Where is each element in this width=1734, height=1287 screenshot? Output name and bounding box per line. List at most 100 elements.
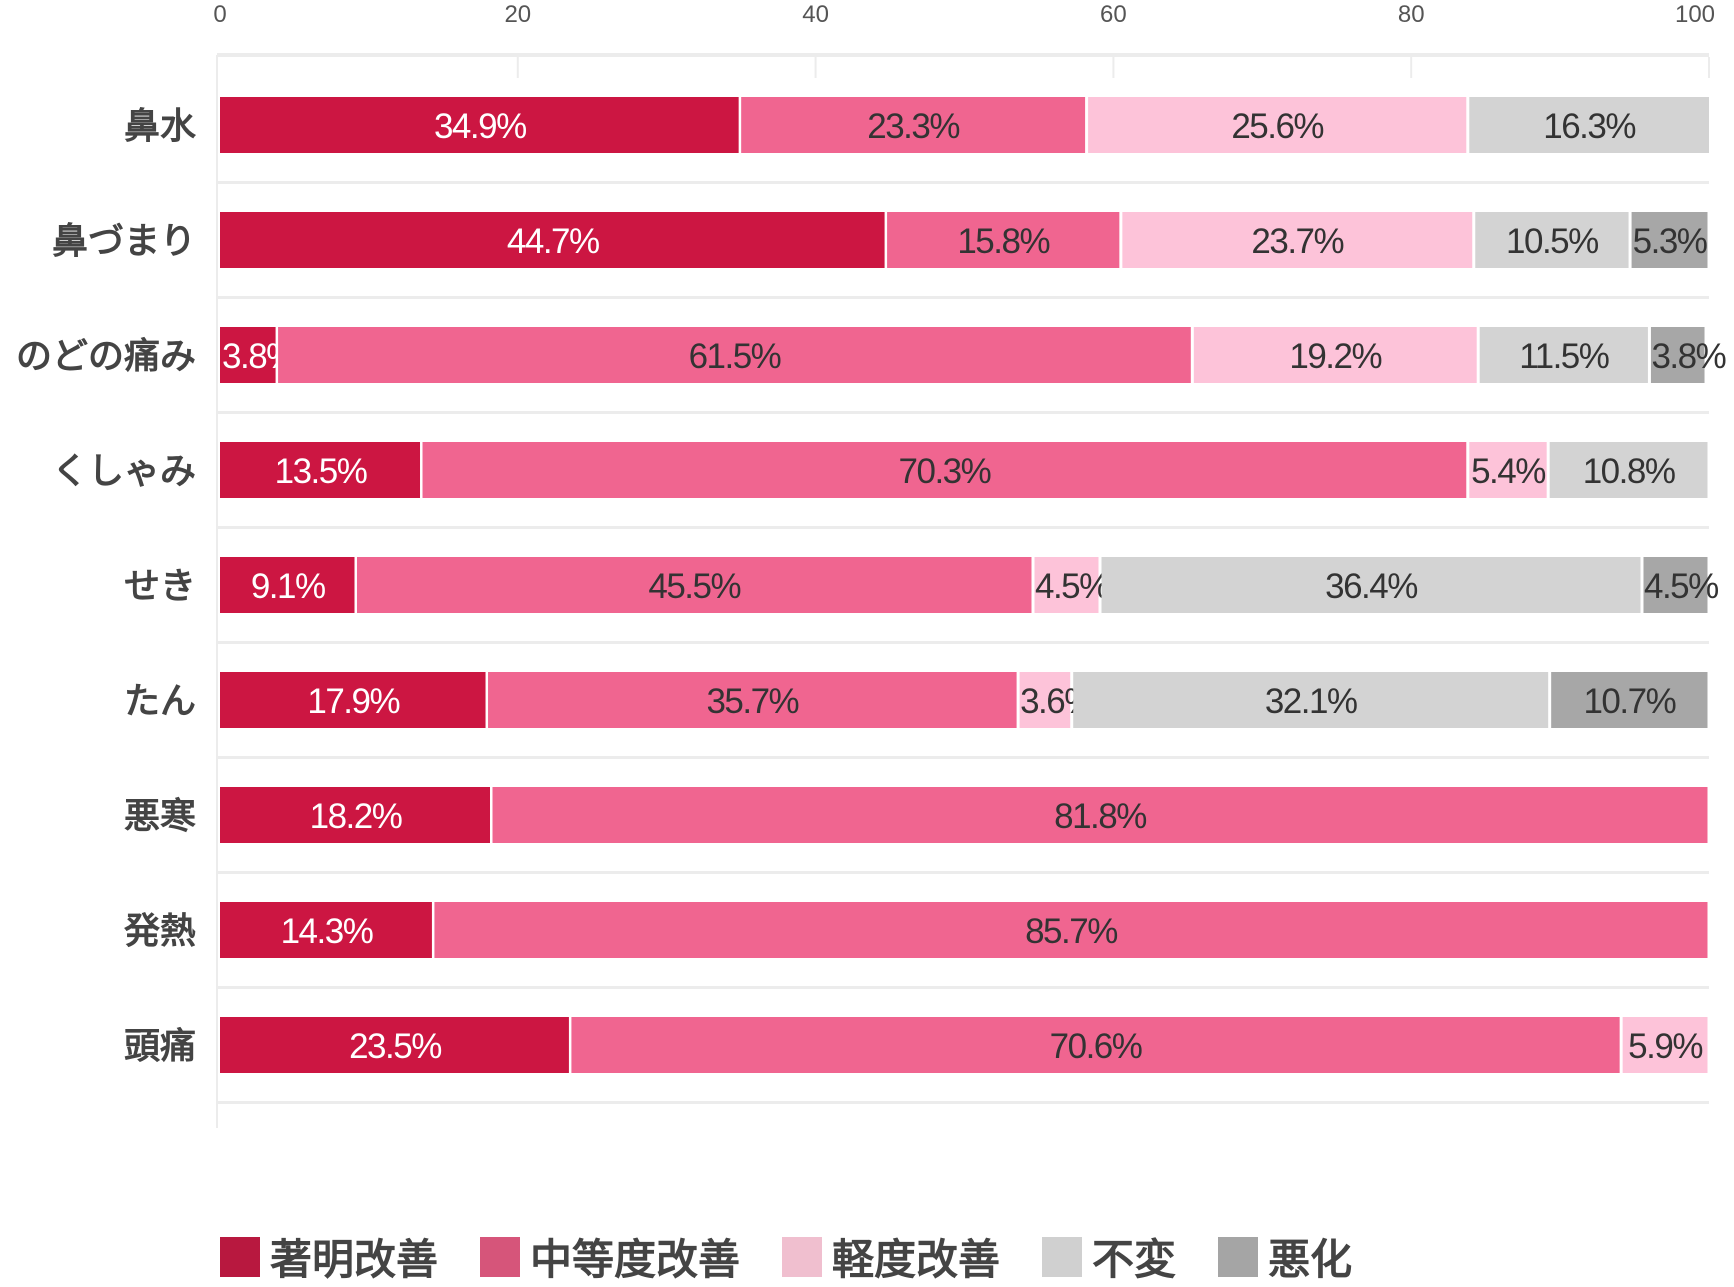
data-label: 85.7% (1025, 912, 1117, 951)
data-label: 36.4% (1325, 567, 1417, 606)
bar-segment (278, 327, 1191, 383)
category-label: 鼻水 (124, 106, 197, 147)
data-label: 3.8% (1651, 337, 1725, 376)
legend-swatch (1218, 1236, 1259, 1277)
data-label: 11.5% (1519, 337, 1609, 376)
data-label: 13.5% (275, 452, 367, 491)
data-label: 34.9% (434, 107, 526, 146)
bar-segment (220, 327, 276, 383)
bar-segment (492, 787, 1708, 843)
legend-item: 不変 (1042, 1226, 1176, 1287)
legend-label: 不変 (1092, 1235, 1177, 1284)
bar-segment (488, 672, 1017, 728)
data-label: 23.7% (1251, 222, 1343, 261)
bar-segment (220, 212, 885, 268)
bar-segment (1631, 212, 1708, 268)
bar-segment (1469, 97, 1709, 153)
bar-segment (220, 557, 355, 613)
bar-segment (1088, 97, 1467, 153)
data-label: 10.8% (1583, 452, 1675, 491)
data-label: 4.5% (1644, 567, 1718, 606)
x-tick-label: 100 (1675, 1, 1715, 28)
category-label: 発熱 (124, 911, 196, 952)
x-tick-label: 60 (1100, 1, 1127, 28)
x-tick-label: 80 (1398, 1, 1425, 28)
category-label: のどの痛み (16, 336, 196, 377)
legend-swatch (782, 1236, 823, 1277)
bar-segment (741, 97, 1086, 153)
bar-segment (356, 557, 1032, 613)
data-label: 5.3% (1633, 222, 1707, 261)
data-label: 18.2% (310, 797, 402, 836)
bar-segment (571, 1017, 1620, 1073)
category-label: たん (124, 681, 196, 722)
data-label: 15.8% (957, 222, 1049, 261)
bar-segment (1469, 442, 1547, 498)
bar-segment (1193, 327, 1477, 383)
data-label: 23.5% (349, 1027, 441, 1066)
bar-segment (1643, 557, 1708, 613)
data-label: 16.3% (1543, 107, 1635, 146)
bar-segment (220, 97, 739, 153)
category-label: 頭痛 (124, 1026, 196, 1067)
legend-label: 中等度改善 (530, 1235, 741, 1284)
bar-segment (1019, 672, 1071, 728)
data-label: 23.3% (867, 107, 959, 146)
bar-segment (220, 1017, 569, 1073)
legend-item: 軽度改善 (782, 1226, 1000, 1287)
category-label: くしゃみ (52, 451, 196, 492)
x-tick-label: 0 (213, 1, 226, 28)
legend-label: 悪化 (1268, 1235, 1353, 1284)
data-label: 44.7% (507, 222, 599, 261)
bar-segment (1475, 212, 1629, 268)
data-label: 81.8% (1054, 797, 1146, 836)
data-label: 10.7% (1583, 682, 1675, 721)
legend-item: 中等度改善 (480, 1226, 740, 1287)
category-label: 悪寒 (124, 796, 196, 837)
data-label: 9.1% (251, 567, 325, 606)
data-label: 70.3% (899, 452, 991, 491)
data-label: 32.1% (1265, 682, 1357, 721)
x-tick-label: 20 (504, 1, 531, 28)
bar-segment (1101, 557, 1641, 613)
data-label: 70.6% (1050, 1027, 1142, 1066)
bar-segment (220, 787, 490, 843)
legend-swatch (480, 1236, 521, 1277)
legend-item: 著明改善 (220, 1226, 438, 1287)
data-label: 19.2% (1289, 337, 1381, 376)
legend-swatch (220, 1236, 260, 1277)
bar-segment (220, 442, 421, 498)
data-label: 61.5% (689, 337, 781, 376)
data-label: 10.5% (1506, 222, 1598, 261)
bar-segment (1073, 672, 1549, 728)
data-label: 17.9% (307, 682, 399, 721)
bar-segment (1034, 557, 1099, 613)
legend-label: 著明改善 (270, 1235, 439, 1284)
data-label: 25.6% (1231, 107, 1323, 146)
bar-segment (887, 212, 1120, 268)
legend-item: 悪化 (1218, 1226, 1352, 1287)
bar-segment (434, 902, 1708, 958)
legend-swatch (1042, 1236, 1083, 1277)
category-label: せき (124, 566, 196, 607)
bar-segment (1650, 327, 1705, 383)
bar-segment (1479, 327, 1648, 383)
data-label: 35.7% (706, 682, 798, 721)
bar-segment (220, 902, 432, 958)
category-label: 鼻づまり (52, 221, 196, 262)
bar-segment (1551, 672, 1708, 728)
bar-segment (1122, 212, 1473, 268)
bar-segment (1622, 1017, 1708, 1073)
bar-segment (1549, 442, 1708, 498)
data-label: 5.4% (1471, 452, 1545, 491)
stacked-bar-chart: 0 20 40 60 80 100 鼻水 34.9% 23.3% 25.6% 16.3% 鼻づまり 44… (16, 1, 1727, 1128)
data-label: 14.3% (281, 912, 373, 951)
data-label: 5.9% (1628, 1027, 1702, 1066)
data-label: 4.5% (1035, 567, 1109, 606)
legend: 著明改善 中等度改善 軽度改善 不変 悪化 (220, 1226, 1394, 1287)
x-tick-label: 40 (802, 1, 829, 28)
data-label: 45.5% (648, 567, 740, 606)
bar-segment (220, 672, 486, 728)
bar-segment (422, 442, 1467, 498)
legend-label: 軽度改善 (832, 1235, 1001, 1284)
